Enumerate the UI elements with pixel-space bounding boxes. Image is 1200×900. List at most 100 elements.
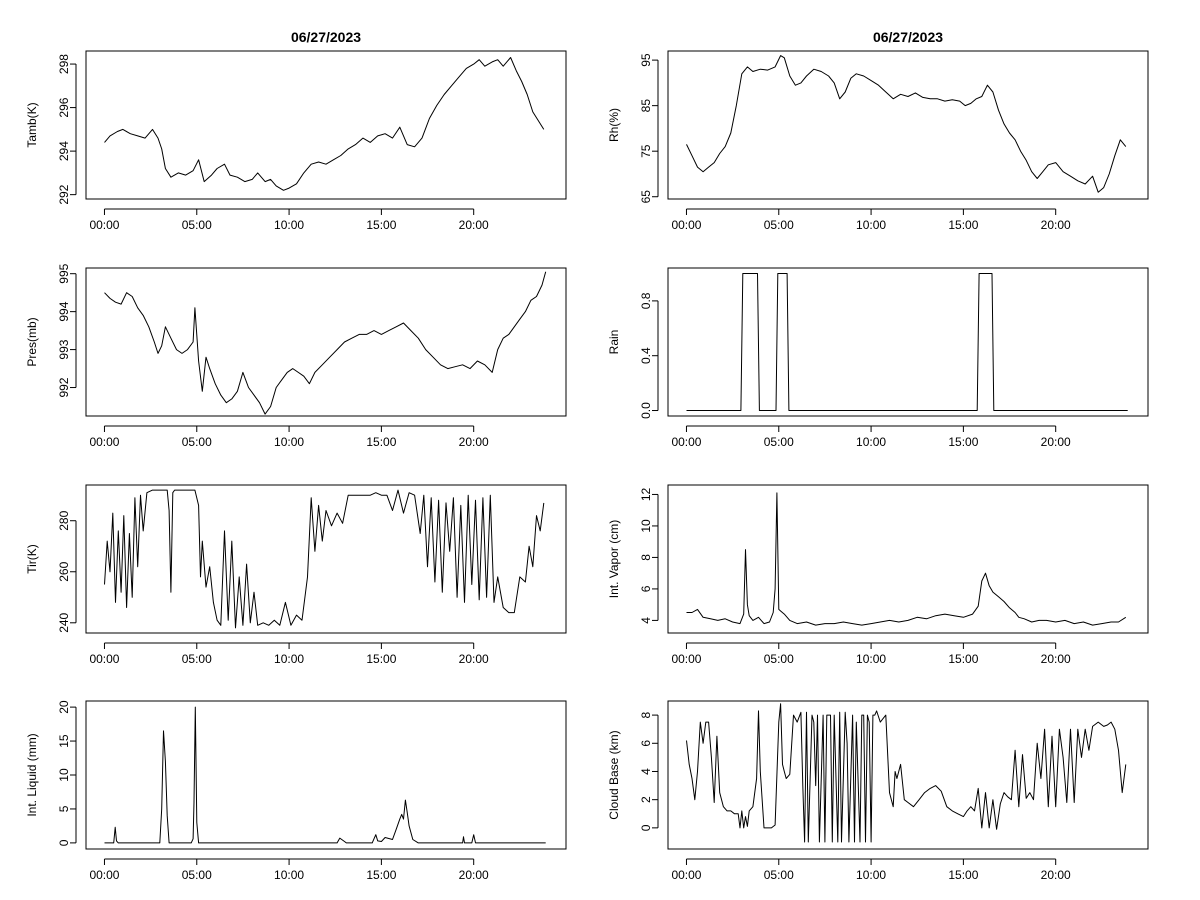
x-tick-label: 15:00: [948, 218, 978, 232]
y-tick-label: 12: [639, 487, 653, 501]
y-tick-label: 20: [57, 700, 71, 714]
plot-frame: [667, 700, 1149, 850]
panel-cloud: 00:00 05:00 10:00 15:00 20:00 0 2 4 6 8 Cloud Base…: [607, 700, 1149, 882]
y-tick-label: 993: [57, 339, 71, 359]
x-tick-label: 20:00: [459, 868, 489, 882]
x-tick-label: 15:00: [948, 652, 978, 666]
y-axis-label: Int. Vapor (cm): [607, 520, 621, 598]
x-tick-label: 00:00: [89, 868, 119, 882]
y-tick-label: 5: [57, 805, 71, 812]
y-tick-label: 994: [57, 301, 71, 321]
y-tick-label: 995: [57, 263, 71, 283]
y-tick-label: 6: [639, 585, 653, 592]
series-line-liquid: [104, 706, 546, 844]
y-tick-label: 0: [639, 824, 653, 831]
y-tick-label: 0: [57, 839, 71, 846]
x-tick-label: 00:00: [671, 868, 701, 882]
y-tick-label: 6: [639, 740, 653, 747]
x-tick-label: 20:00: [1041, 435, 1071, 449]
y-tick-label: 0.4: [639, 347, 653, 364]
x-tick-label: 00:00: [671, 435, 701, 449]
y-axis-label: Rain: [607, 330, 621, 355]
x-tick-label: 20:00: [459, 652, 489, 666]
y-tick-label: 95: [639, 53, 653, 67]
x-tick-label: 05:00: [182, 868, 212, 882]
panel-tir: 00:00 05:00 10:00 15:00 20:00 240 260 280 Tir(K): [25, 484, 567, 666]
x-tick-label: 15:00: [948, 435, 978, 449]
y-tick-label: 260: [57, 561, 71, 581]
x-tick-label: 10:00: [856, 868, 886, 882]
chart-title: 06/27/2023: [291, 29, 361, 45]
x-tick-label: 20:00: [1041, 218, 1071, 232]
x-tick-label: 05:00: [182, 218, 212, 232]
y-tick-label: 4: [639, 617, 653, 624]
x-tick-label: 10:00: [274, 868, 304, 882]
y-tick-label: 0.8: [639, 292, 653, 309]
x-tick-label: 15:00: [366, 435, 396, 449]
y-axis-label: Tir(K): [25, 544, 39, 574]
x-tick-label: 20:00: [1041, 868, 1071, 882]
y-tick-label: 0.0: [639, 402, 653, 419]
panel-tamb: 06/27/2023 00:00 05:00 10:00 15:00 20:00 292 29…: [25, 29, 567, 232]
x-tick-label: 00:00: [89, 652, 119, 666]
x-tick-label: 05:00: [182, 652, 212, 666]
y-tick-label: 992: [57, 377, 71, 397]
y-tick-label: 4: [639, 768, 653, 775]
y-tick-label: 65: [639, 190, 653, 204]
series-line-rain: [686, 273, 1128, 411]
x-tick-label: 10:00: [856, 218, 886, 232]
x-tick-label: 20:00: [1041, 652, 1071, 666]
panel-pres: 00:00 05:00 10:00 15:00 20:00 992 993 994 995 Pre…: [25, 263, 567, 449]
x-tick-label: 10:00: [856, 435, 886, 449]
plot-frame: [85, 484, 567, 634]
panel-liquid: 00:00 05:00 10:00 15:00 20:00 0 5 10 15 20 Int. Li…: [25, 700, 567, 882]
y-tick-label: 292: [57, 184, 71, 204]
x-tick-label: 05:00: [764, 218, 794, 232]
y-tick-label: 85: [639, 99, 653, 113]
series-line-rh: [686, 55, 1127, 193]
x-tick-label: 15:00: [366, 218, 396, 232]
x-tick-label: 05:00: [182, 435, 212, 449]
y-tick-label: 2: [639, 796, 653, 803]
plot-frame: [667, 50, 1149, 200]
y-tick-label: 296: [57, 97, 71, 117]
x-tick-label: 00:00: [89, 435, 119, 449]
x-tick-label: 10:00: [856, 652, 886, 666]
x-tick-label: 15:00: [366, 868, 396, 882]
y-tick-label: 75: [639, 144, 653, 158]
y-tick-label: 8: [639, 554, 653, 561]
x-tick-label: 00:00: [671, 218, 701, 232]
y-axis-label: Int. Liquid (mm): [25, 733, 39, 816]
series-line-pres: [104, 271, 547, 415]
y-tick-label: 15: [57, 734, 71, 748]
y-axis-label: Rh(%): [607, 108, 621, 142]
x-tick-label: 05:00: [764, 435, 794, 449]
y-tick-label: 8: [639, 711, 653, 718]
panel-vapor: 00:00 05:00 10:00 15:00 20:00 4 6 8 10 12 Int. Vap…: [607, 484, 1149, 666]
panel-rh: 06/27/2023 00:00 05:00 10:00 15:00 20:00 65 75 8…: [607, 29, 1149, 232]
series-line-vapor: [686, 492, 1127, 626]
y-tick-label: 298: [57, 54, 71, 74]
x-tick-label: 20:00: [459, 218, 489, 232]
y-axis-label: Cloud Base (km): [607, 730, 621, 819]
y-tick-label: 294: [57, 141, 71, 161]
y-tick-label: 10: [57, 768, 71, 782]
x-tick-label: 15:00: [948, 868, 978, 882]
x-tick-label: 10:00: [274, 652, 304, 666]
y-tick-label: 240: [57, 612, 71, 632]
y-axis-label: Tamb(K): [25, 102, 39, 147]
x-tick-label: 05:00: [764, 652, 794, 666]
y-axis-label: Pres(mb): [25, 317, 39, 366]
y-tick-label: 280: [57, 510, 71, 530]
plot-frame: [85, 700, 567, 850]
plot-frame: [85, 267, 567, 417]
x-tick-label: 20:00: [459, 435, 489, 449]
panel-rain: 00:00 05:00 10:00 15:00 20:00 0.0 0.4 0.8 Rain: [607, 267, 1149, 449]
y-tick-label: 10: [639, 519, 653, 533]
x-tick-label: 15:00: [366, 652, 396, 666]
x-tick-label: 00:00: [89, 218, 119, 232]
series-line-tamb: [104, 57, 545, 191]
